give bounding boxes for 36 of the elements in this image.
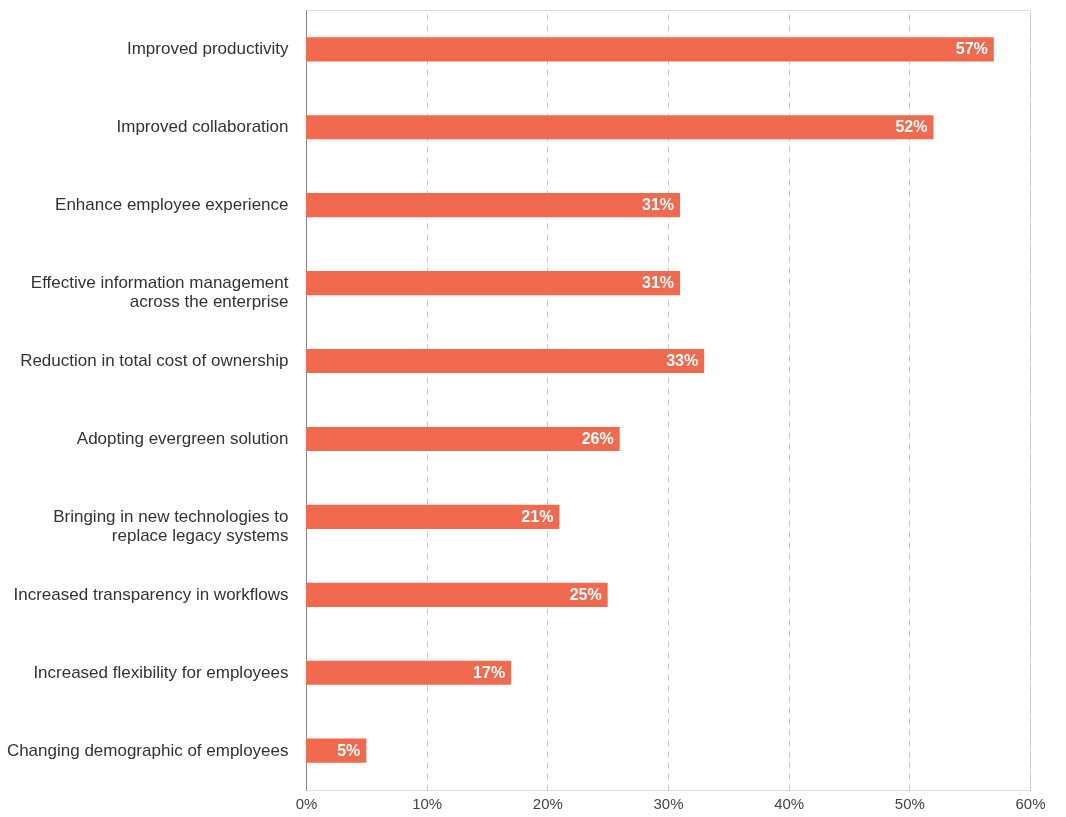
bar (306, 660, 512, 685)
data-label: 26% (581, 429, 614, 447)
y-tick-label: Reduction in total cost of ownership (20, 351, 289, 371)
y-tick-label: Bringing in new technologies to replace legacy systems (53, 506, 289, 545)
data-label: 5% (337, 741, 361, 759)
x-tick-label: 40% (774, 794, 805, 812)
data-label: 31% (642, 274, 675, 292)
data-label: 17% (473, 663, 506, 681)
y-tick-label: Increased flexibility for employees (33, 662, 289, 682)
bar (306, 582, 608, 607)
bar (306, 426, 620, 452)
data-label: 33% (666, 352, 699, 370)
data-label: 31% (642, 196, 675, 214)
y-tick-label: Increased transparency in workflows (13, 584, 289, 604)
x-tick-label: 50% (894, 794, 925, 812)
x-tick-label: 10% (412, 794, 443, 812)
bar (306, 504, 560, 529)
y-tick-label: Adopting evergreen solution (76, 428, 289, 448)
x-tick-label: 60% (1015, 794, 1046, 812)
y-tick-label: Improved productivity (126, 39, 289, 59)
data-label: 57% (955, 40, 988, 58)
bar (306, 115, 934, 140)
data-label: 52% (895, 118, 928, 136)
y-tick-label: Improved collaboration (116, 117, 289, 137)
x-tick-label: 0% (295, 794, 318, 812)
x-tick-label: 20% (532, 794, 563, 812)
bar (306, 348, 705, 374)
y-tick-label: Effective information management across the enterprise (30, 273, 289, 312)
y-tick-label: Changing demographic of employees (6, 740, 289, 760)
data-label: 21% (521, 507, 554, 525)
bar (306, 37, 994, 62)
data-label: 25% (569, 585, 602, 603)
bar (306, 193, 681, 218)
y-tick-label: Enhance employee experience (55, 195, 289, 215)
x-tick-label: 30% (653, 794, 684, 812)
bar (306, 271, 681, 296)
